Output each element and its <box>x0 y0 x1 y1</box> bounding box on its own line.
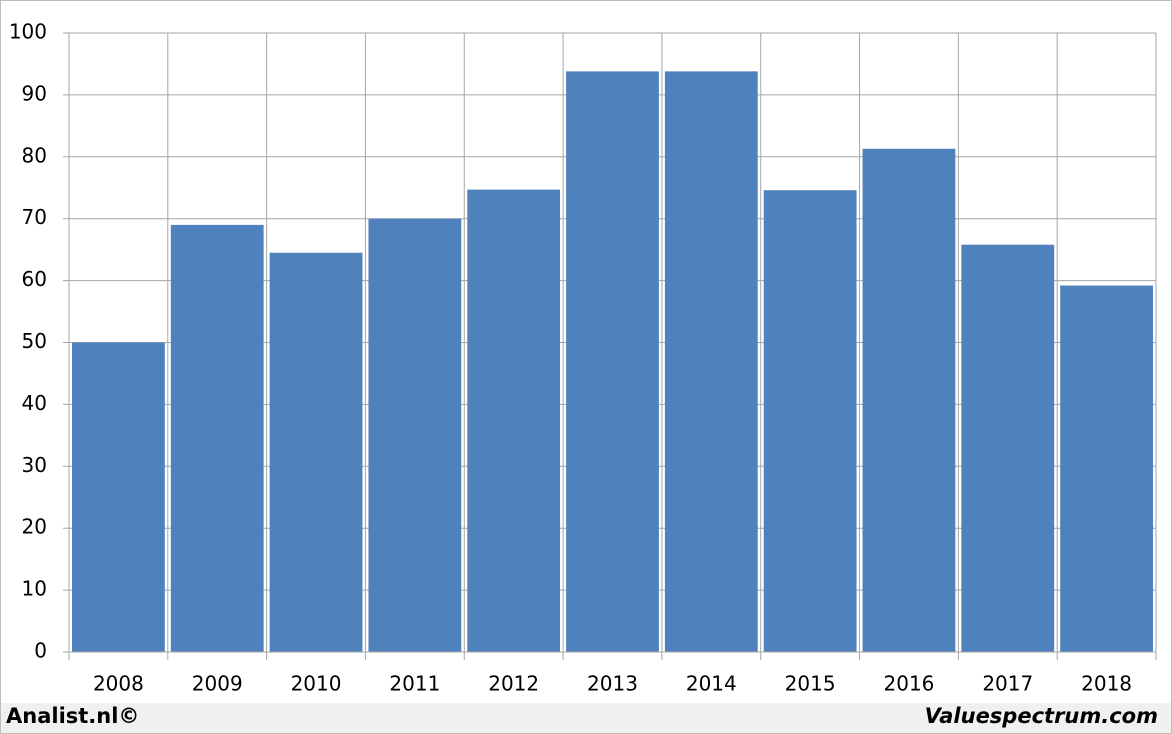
y-tick-label: 10 <box>22 577 47 601</box>
x-tick-label: 2010 <box>291 672 342 696</box>
x-tick-label: 2015 <box>785 672 836 696</box>
x-tick-label: 2016 <box>884 672 935 696</box>
y-tick-label: 60 <box>22 267 47 291</box>
x-tick-label: 2018 <box>1081 672 1132 696</box>
x-tick-label: 2012 <box>488 672 539 696</box>
x-tick-label: 2014 <box>686 672 737 696</box>
x-tick-label: 2017 <box>982 672 1033 696</box>
y-tick-label: 100 <box>9 20 47 44</box>
bar <box>664 71 758 653</box>
bar <box>467 189 561 652</box>
bar <box>368 218 462 652</box>
x-tick-label: 2009 <box>192 672 243 696</box>
x-tick-label: 2013 <box>587 672 638 696</box>
y-tick-label: 90 <box>22 81 47 105</box>
footer-left: Analist.nl© <box>6 704 139 728</box>
bar <box>961 244 1055 652</box>
footer-band <box>1 703 1171 733</box>
bar <box>1060 285 1153 652</box>
y-tick-label: 80 <box>22 143 47 167</box>
y-tick-label: 30 <box>22 453 47 477</box>
bar <box>269 252 363 652</box>
footer-right: Valuespectrum.com <box>925 704 1158 728</box>
x-tick-label: 2011 <box>389 672 440 696</box>
y-tick-label: 20 <box>22 515 47 539</box>
bar <box>862 148 956 653</box>
y-tick-label: 0 <box>34 639 47 663</box>
y-tick-label: 50 <box>22 329 47 353</box>
bar <box>763 190 857 652</box>
bar <box>566 71 659 653</box>
bar <box>72 342 165 652</box>
bar <box>170 224 264 652</box>
x-tick-label: 2008 <box>93 672 144 696</box>
y-tick-label: 40 <box>22 391 47 415</box>
y-tick-label: 70 <box>22 205 47 229</box>
